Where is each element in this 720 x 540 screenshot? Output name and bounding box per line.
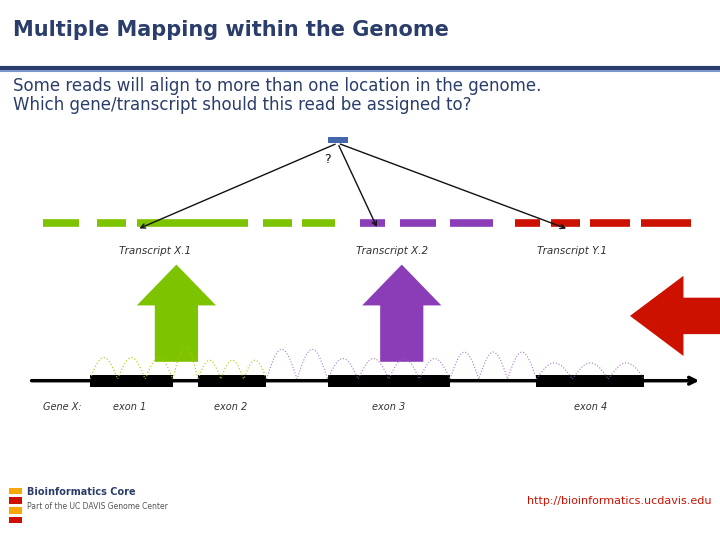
Text: exon 1: exon 1 (113, 402, 146, 413)
Text: Gene X:: Gene X: (43, 402, 82, 413)
Text: http://bioinformatics.ucdavis.edu: http://bioinformatics.ucdavis.edu (527, 496, 711, 506)
Text: exon 3: exon 3 (372, 402, 405, 413)
Bar (9, 497, 22, 504)
Bar (536, 375, 644, 387)
FancyBboxPatch shape (328, 137, 348, 143)
Text: Multiple Mapping within the Genome: Multiple Mapping within the Genome (13, 19, 449, 40)
Bar (9, 488, 22, 494)
Bar (9, 507, 22, 514)
Text: Which gene/transcript should this read be assigned to?: Which gene/transcript should this read b… (13, 96, 472, 114)
Polygon shape (137, 265, 216, 362)
Text: Transcript X.2: Transcript X.2 (356, 246, 428, 256)
Text: exon 2: exon 2 (214, 402, 247, 413)
Bar (90, 375, 173, 387)
Text: Some reads will align to more than one location in the genome.: Some reads will align to more than one l… (13, 77, 541, 96)
Bar (328, 375, 450, 387)
Polygon shape (630, 276, 720, 356)
Text: Bioinformatics Core: Bioinformatics Core (27, 488, 136, 497)
Polygon shape (362, 265, 441, 362)
Text: exon 4: exon 4 (574, 402, 607, 413)
Text: Transcript Y.1: Transcript Y.1 (537, 246, 608, 256)
Bar (9, 517, 22, 523)
Text: Part of the UC DAVIS Genome Center: Part of the UC DAVIS Genome Center (27, 502, 168, 511)
Bar (198, 375, 266, 387)
Text: ?: ? (324, 153, 330, 166)
Text: Transcript X.1: Transcript X.1 (119, 246, 191, 256)
